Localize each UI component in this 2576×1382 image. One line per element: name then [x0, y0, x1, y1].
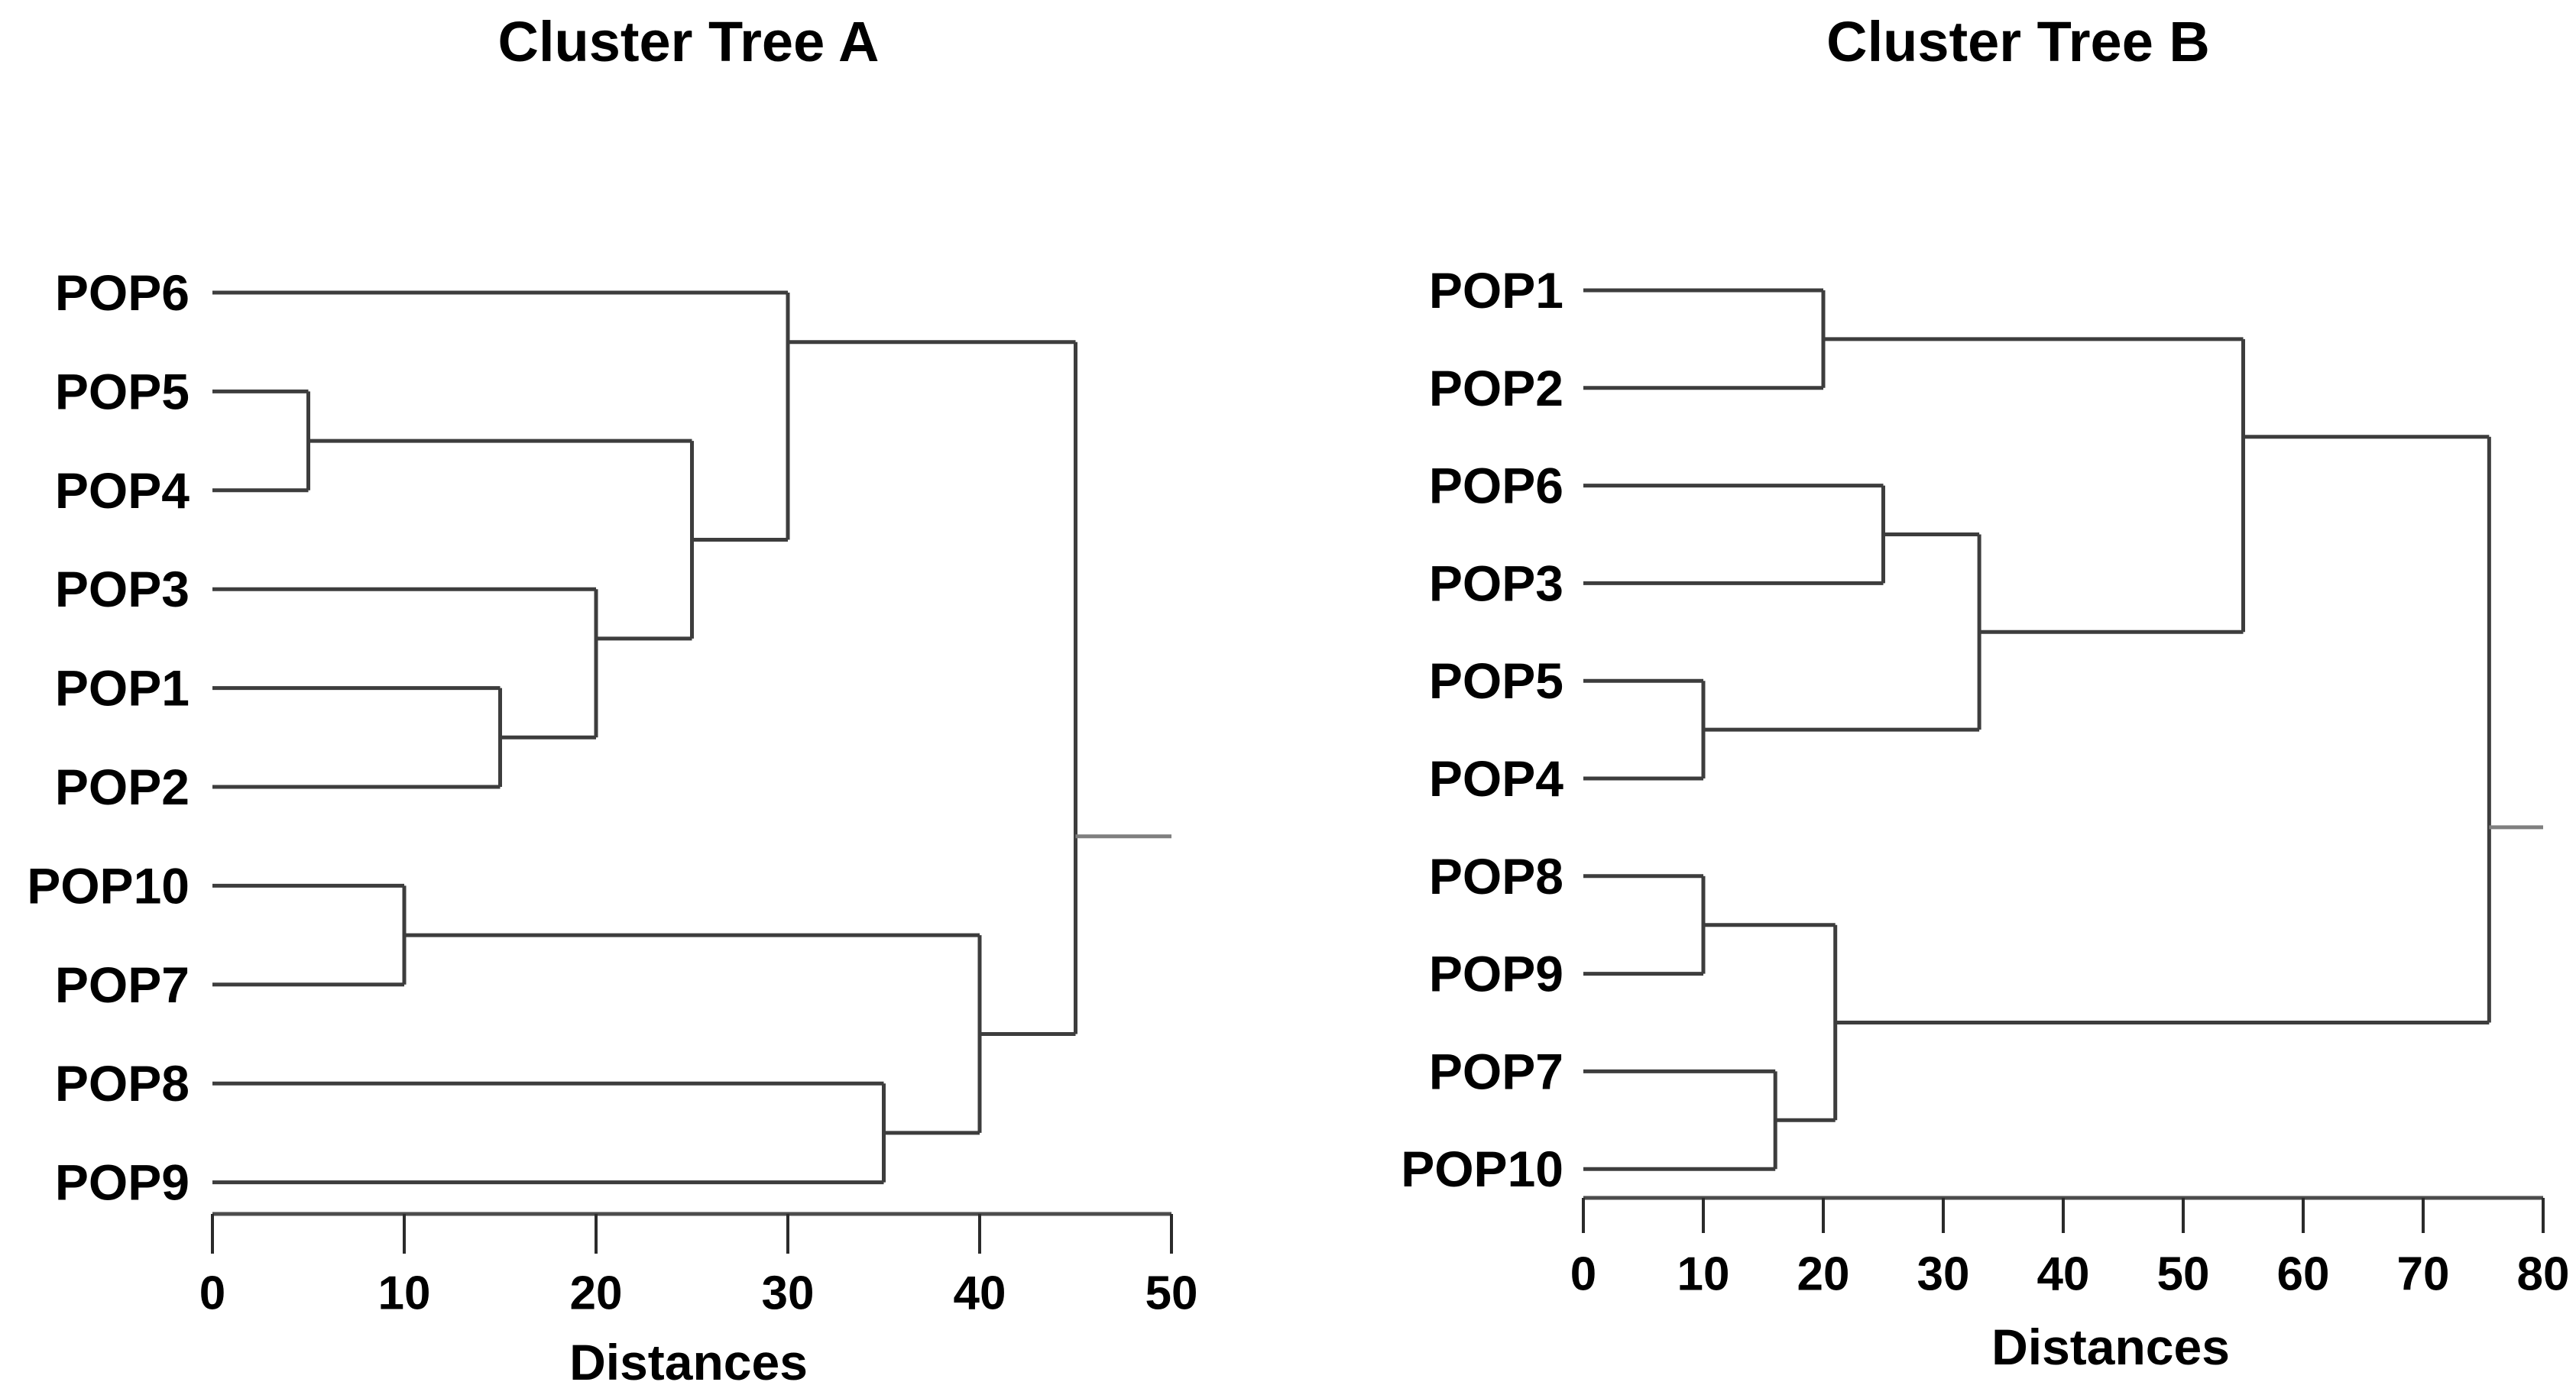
leaf-label-pop5: POP5	[1429, 652, 1563, 709]
leaf-label-pop2: POP2	[1429, 360, 1563, 416]
leaf-label-pop9: POP9	[55, 1154, 190, 1211]
leaf-label-pop1: POP1	[1429, 262, 1563, 319]
x-tick-label-0: 0	[199, 1267, 225, 1320]
x-tick-label-40: 40	[2037, 1248, 2090, 1301]
x-tick-label-20: 20	[1797, 1248, 1850, 1301]
x-tick-label-50: 50	[1145, 1267, 1198, 1320]
cluster-tree-a: POP6 POP5 POP4 POP3 POP1 POP2 POP10 POP7 POP8 POP…	[27, 264, 1197, 1320]
leaf-label-pop10: POP10	[27, 857, 190, 914]
leaf-label-pop3: POP3	[1429, 555, 1563, 611]
x-tick-label-0: 0	[1570, 1248, 1596, 1301]
chart-a-xlabel: Distances	[569, 1334, 808, 1382]
x-tick-label-60: 60	[2277, 1248, 2330, 1301]
chart-a-title: Cluster Tree A	[497, 10, 880, 73]
leaf-label-pop4: POP4	[55, 462, 190, 519]
leaf-label-pop9: POP9	[1429, 946, 1563, 1002]
x-tick-label-20: 20	[570, 1267, 623, 1320]
leaf-label-pop6: POP6	[1429, 458, 1563, 514]
x-tick-label-80: 80	[2517, 1248, 2570, 1301]
chart-b-title: Cluster Tree B	[1826, 10, 2210, 73]
leaf-label-pop3: POP3	[55, 561, 190, 617]
x-tick-label-30: 30	[762, 1267, 815, 1320]
leaf-label-pop8: POP8	[1429, 848, 1563, 905]
leaf-label-pop6: POP6	[55, 264, 190, 321]
x-tick-label-10: 10	[1677, 1248, 1730, 1301]
leaf-label-pop5: POP5	[55, 363, 190, 419]
cluster-tree-b: POP1 POP2 POP6 POP3 POP5 POP4 POP8 POP9 POP7 POP1…	[1401, 262, 2569, 1301]
x-tick-label-40: 40	[954, 1267, 1006, 1320]
x-tick-label-30: 30	[1917, 1248, 1970, 1301]
leaf-label-pop1: POP1	[55, 660, 190, 717]
leaf-label-pop4: POP4	[1429, 750, 1563, 807]
x-tick-label-70: 70	[2397, 1248, 2450, 1301]
leaf-label-pop7: POP7	[1429, 1043, 1563, 1099]
leaf-label-pop10: POP10	[1401, 1141, 1563, 1197]
leaf-label-pop8: POP8	[55, 1055, 190, 1112]
x-tick-label-10: 10	[378, 1267, 431, 1320]
leaf-label-pop7: POP7	[55, 956, 190, 1013]
x-tick-label-50: 50	[2157, 1248, 2210, 1301]
chart-b-xlabel: Distances	[1991, 1319, 2230, 1375]
leaf-label-pop2: POP2	[55, 759, 190, 815]
